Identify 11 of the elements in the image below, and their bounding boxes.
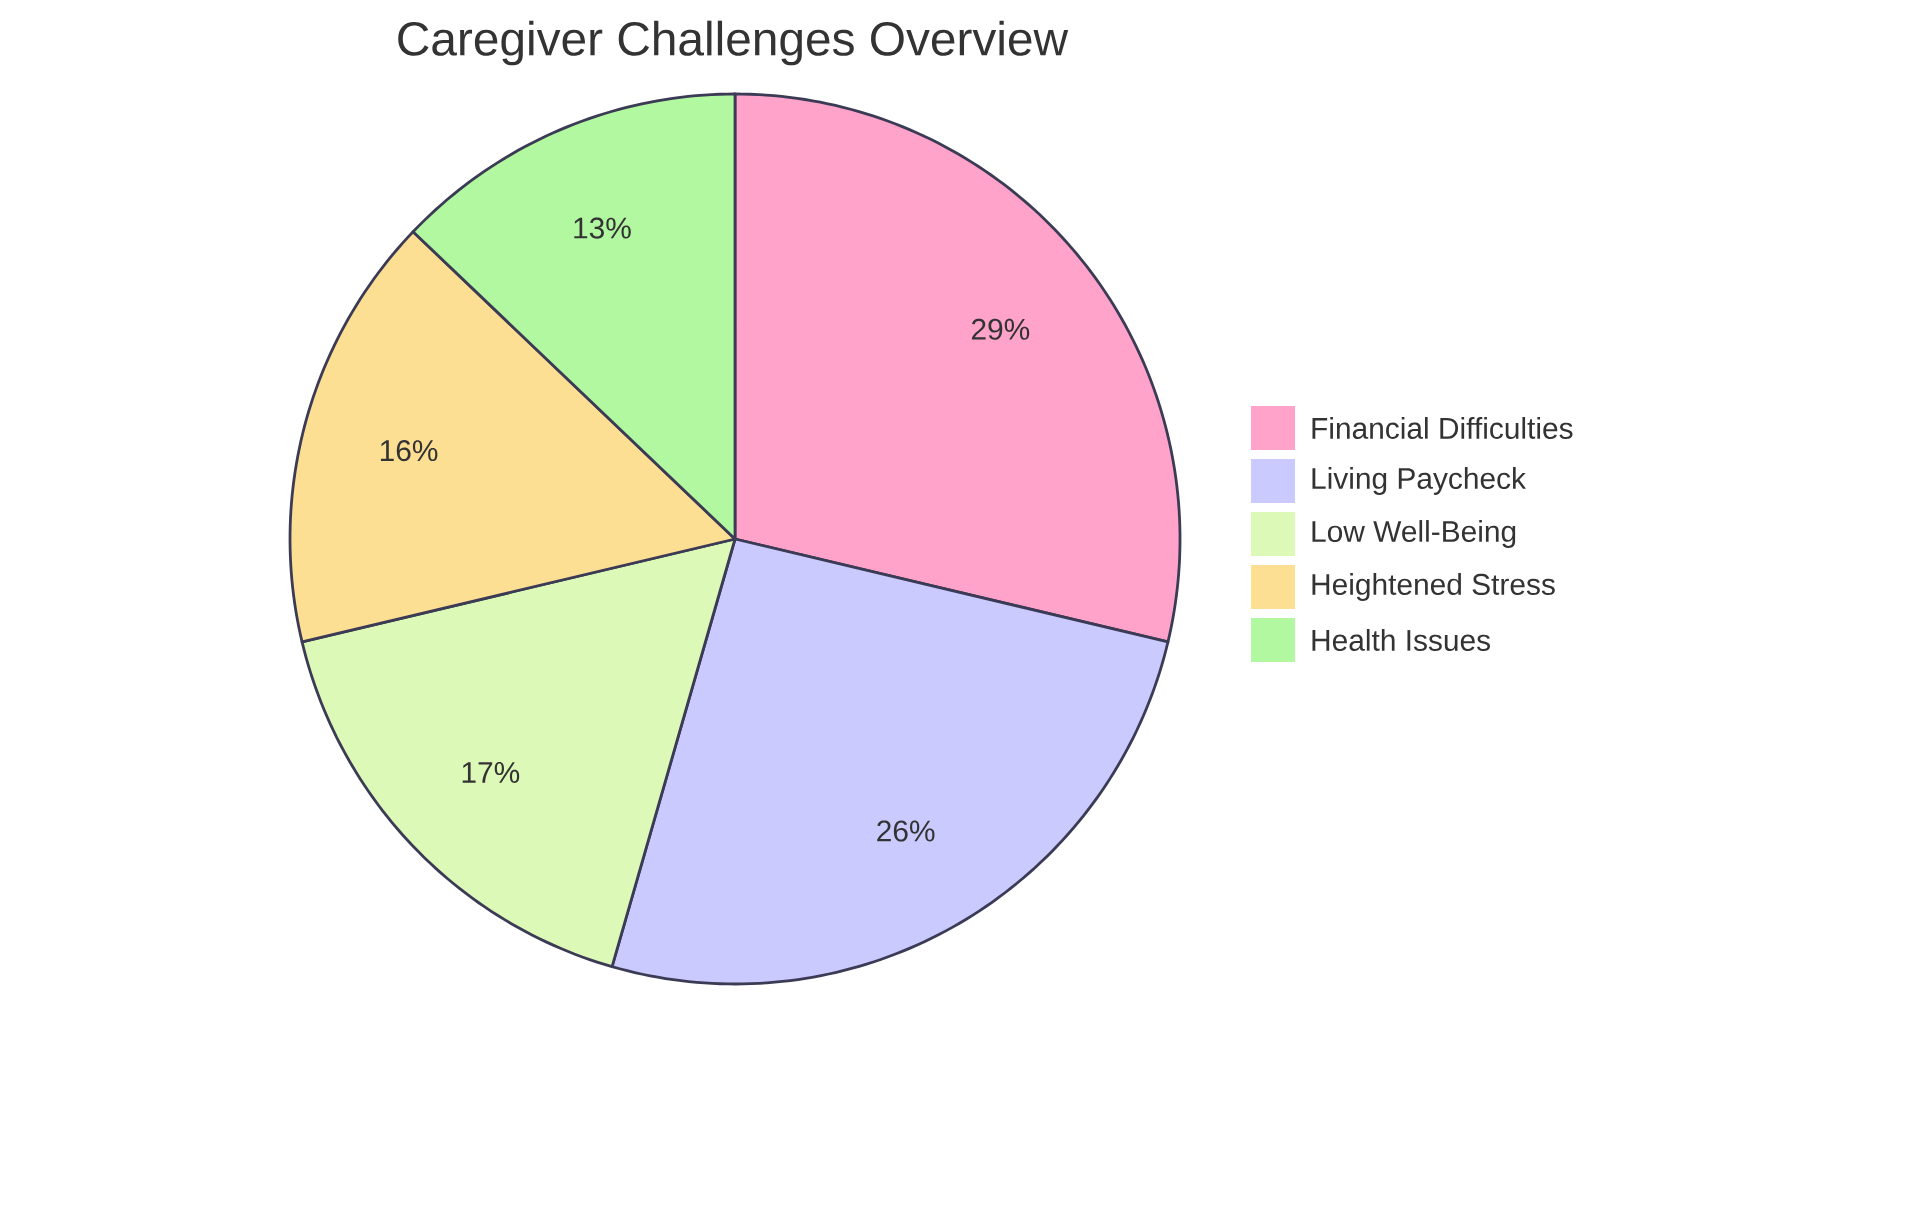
data-label: 29% bbox=[971, 318, 1030, 340]
data-label: 16% bbox=[380, 440, 438, 462]
data-label: 26% bbox=[877, 820, 935, 842]
legend-label: Financial Difficulties bbox=[1312, 417, 1573, 439]
legend-label: Heightened Stress bbox=[1312, 573, 1555, 601]
legend-label: Low Well-Being bbox=[1312, 520, 1516, 548]
legend-label: Health Issues bbox=[1312, 629, 1490, 651]
legend-label: Living Paycheck bbox=[1312, 467, 1526, 495]
data-label: 13% bbox=[574, 217, 631, 239]
data-label: 17% bbox=[462, 762, 520, 783]
chart-title: Caregiver Challenges Overview bbox=[398, 20, 1069, 66]
